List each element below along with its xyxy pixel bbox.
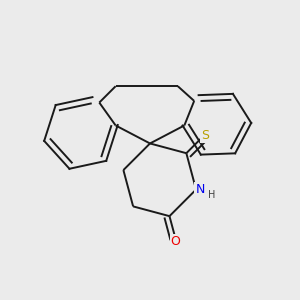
Text: O: O <box>171 235 181 248</box>
Text: N: N <box>195 183 205 196</box>
Text: S: S <box>201 129 208 142</box>
Text: H: H <box>208 190 215 200</box>
